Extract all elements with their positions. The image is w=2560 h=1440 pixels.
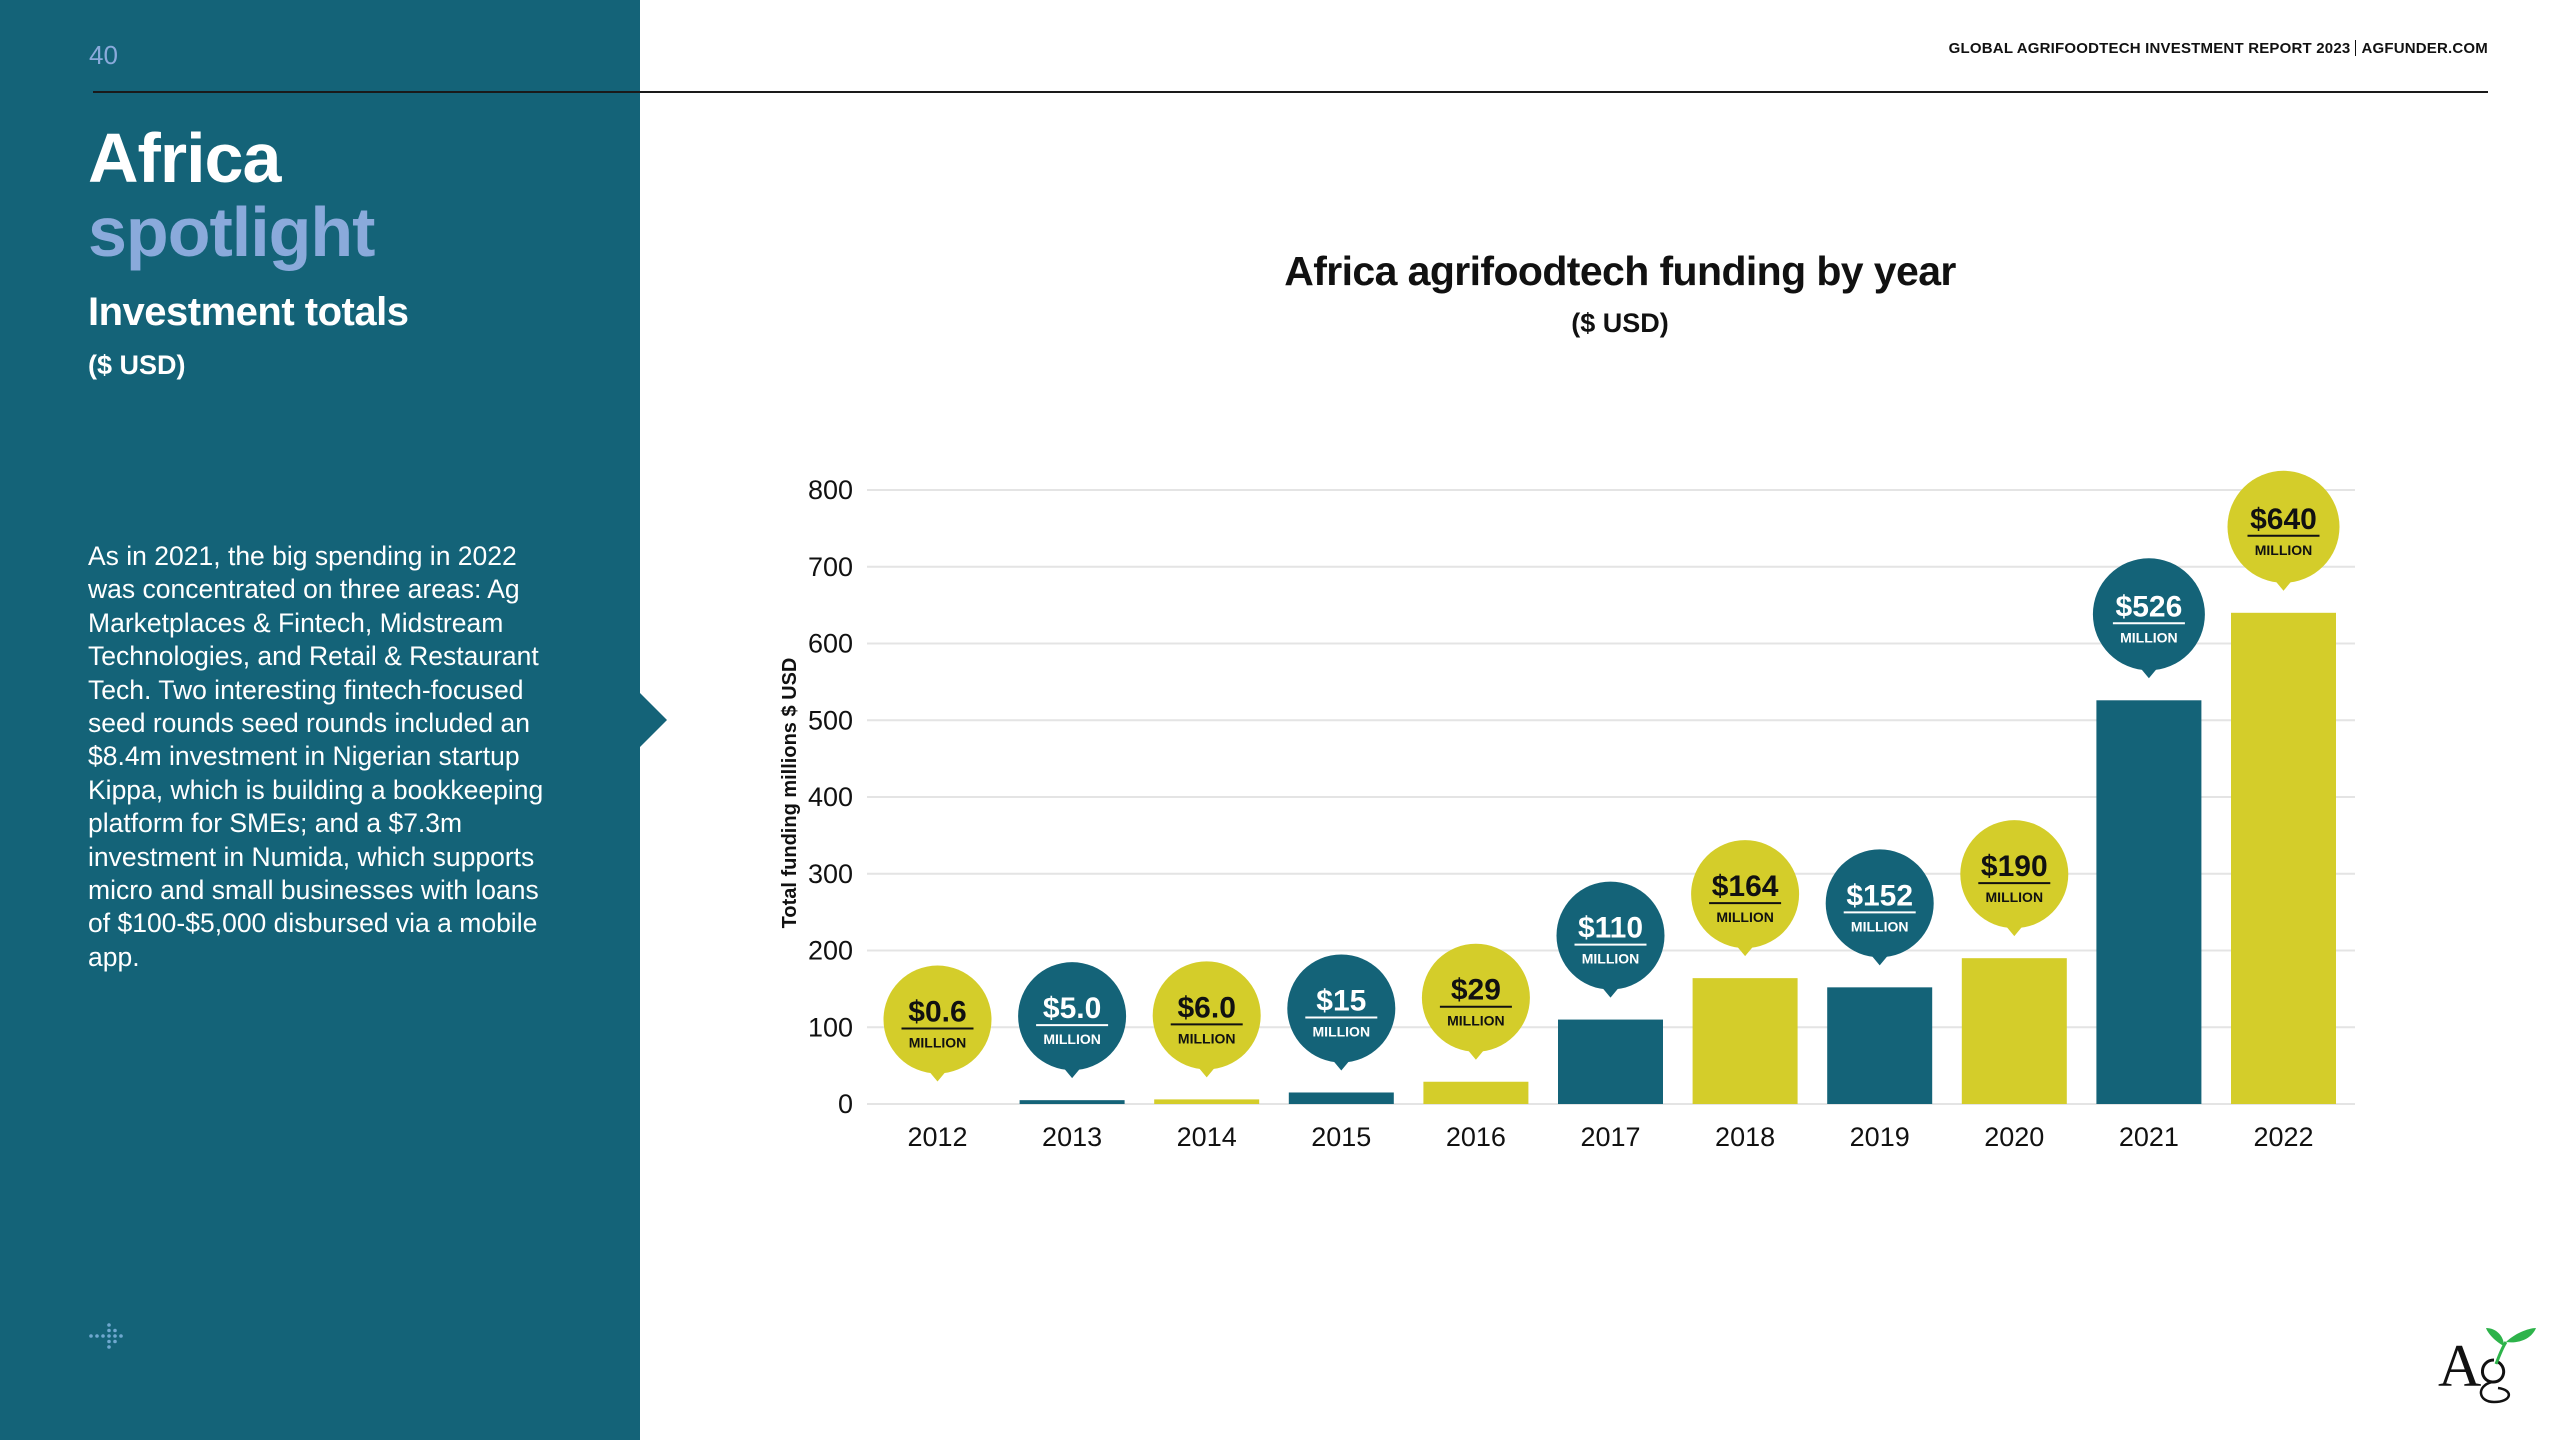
data-label-value: $110 (1578, 912, 1643, 945)
x-tick-label: 2019 (1850, 1122, 1910, 1152)
data-label-value: $6.0 (1178, 991, 1236, 1024)
data-label-bubble (1287, 954, 1396, 1063)
header-rule (93, 91, 2488, 93)
data-label-value: $190 (1981, 850, 2048, 883)
data-label-bubble (1691, 840, 1800, 949)
y-tick-label: 100 (808, 1012, 853, 1042)
data-label-unit: MILLION (1313, 1023, 1371, 1039)
data-label-pointer (1600, 985, 1621, 998)
x-tick-label: 2018 (1715, 1122, 1775, 1152)
data-label-pointer (1062, 1066, 1083, 1079)
y-tick-label: 300 (808, 859, 853, 889)
data-label-value: $164 (1712, 870, 1779, 903)
sidebar-pointer (640, 693, 667, 747)
y-tick-label: 500 (808, 705, 853, 735)
x-tick-label: 2015 (1311, 1122, 1371, 1152)
data-label-bubble (1960, 820, 2069, 929)
bar (1961, 958, 2067, 1104)
svg-text:A: A (2438, 1333, 2481, 1399)
data-label-unit: MILLION (1986, 889, 2044, 905)
y-tick-label: 200 (808, 936, 853, 966)
data-label-unit: MILLION (2120, 629, 2178, 645)
data-label-value: $0.6 (908, 996, 966, 1029)
ag-logo: A (2438, 1328, 2536, 1404)
chart-unit: ($ USD) (1571, 308, 1669, 338)
page-number: 40 (89, 40, 118, 70)
data-label-pointer (2138, 666, 2159, 679)
y-tick-label: 700 (808, 552, 853, 582)
bar (1423, 1081, 1529, 1104)
data-label-unit: MILLION (1851, 918, 1909, 934)
x-tick-label: 2021 (2119, 1122, 2179, 1152)
data-label-unit: MILLION (909, 1035, 967, 1051)
data-label-unit: MILLION (2255, 542, 2313, 558)
data-label-value: $29 (1451, 974, 1501, 1007)
data-label-unit: MILLION (1716, 909, 1774, 925)
x-tick-label: 2014 (1177, 1122, 1237, 1152)
bar (1692, 978, 1798, 1104)
bar (2096, 700, 2202, 1104)
data-label-value: $526 (2116, 590, 2183, 623)
dotted-arrow-icon (89, 1323, 123, 1349)
site-link[interactable]: AGFUNDER.COM (2361, 40, 2488, 57)
x-tick-label: 2013 (1042, 1122, 1102, 1152)
data-label-bubble (1152, 961, 1261, 1070)
x-tick-label: 2020 (1984, 1122, 2044, 1152)
section-subtitle: Investment totals (88, 290, 409, 334)
bar (1154, 1099, 1260, 1104)
data-label-pointer (2004, 924, 2025, 937)
y-tick-label: 800 (808, 475, 853, 505)
bar (2231, 612, 2336, 1104)
x-tick-label: 2012 (907, 1122, 967, 1152)
data-label-value: $5.0 (1043, 992, 1101, 1025)
currency-note: ($ USD) (88, 350, 186, 380)
data-label-pointer (927, 1069, 948, 1082)
data-label-value: $15 (1316, 984, 1366, 1017)
bar (1558, 1019, 1663, 1104)
chart-title: Africa agrifoodtech funding by year (1284, 248, 1956, 294)
section-title: Africa (88, 119, 281, 197)
x-tick-label: 2016 (1446, 1122, 1506, 1152)
report-title: GLOBAL AGRIFOODTECH INVESTMENT REPORT 20… (1948, 40, 2351, 57)
data-label-pointer (1331, 1058, 1352, 1071)
data-label-bubble (1556, 881, 1665, 990)
x-tick-label: 2022 (2253, 1122, 2313, 1152)
data-label-pointer (1869, 953, 1890, 966)
y-tick-label: 0 (838, 1089, 853, 1119)
data-label-bubble (1825, 849, 1934, 958)
data-label-value: $152 (1846, 879, 1913, 912)
data-label-bubble (883, 965, 992, 1074)
data-label-bubble (2092, 558, 2205, 671)
data-label-bubble (2227, 470, 2340, 583)
sidebar-panel (0, 0, 640, 1440)
section-title-accent: spotlight (88, 193, 375, 271)
x-tick-label: 2017 (1580, 1122, 1640, 1152)
report-header: GLOBAL AGRIFOODTECH INVESTMENT REPORT 20… (1949, 40, 2488, 57)
data-label-unit: MILLION (1582, 951, 1640, 967)
y-tick-label: 600 (808, 629, 853, 659)
y-tick-label: 400 (808, 782, 853, 812)
data-label-pointer (1465, 1047, 1486, 1060)
y-axis-title: Total funding millions $ USD (779, 658, 801, 929)
body-paragraph: As in 2021, the big spending in 2022 was… (88, 541, 544, 972)
data-label-bubble (1421, 943, 1530, 1052)
data-label-pointer (1196, 1065, 1217, 1078)
bar (1827, 987, 1933, 1104)
data-label-pointer (1735, 944, 1756, 957)
data-label-bubble (1018, 962, 1127, 1071)
bar (1019, 1100, 1125, 1104)
data-label-value: $640 (2250, 503, 2317, 536)
bar (1288, 1092, 1394, 1104)
header-separator (2355, 40, 2357, 56)
data-label-unit: MILLION (1447, 1013, 1505, 1029)
data-label-pointer (2273, 578, 2294, 591)
data-label-unit: MILLION (1178, 1030, 1236, 1046)
chart-header: Africa agrifoodtech funding by year ($ U… (1140, 0, 2100, 400)
data-label-unit: MILLION (1043, 1031, 1101, 1047)
